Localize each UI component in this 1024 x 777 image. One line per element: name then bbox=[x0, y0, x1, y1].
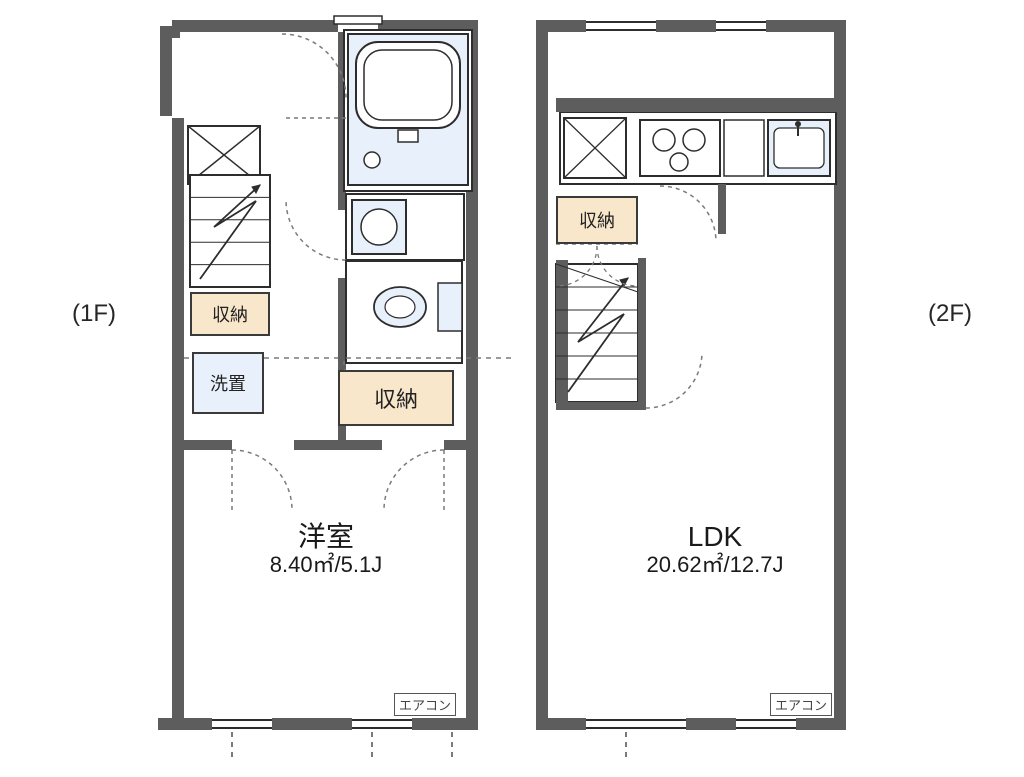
room-ldk: LDK 20.62㎡/12.7J bbox=[600, 522, 830, 577]
storage-2f: 収納 bbox=[556, 196, 638, 244]
room-western: 洋室 8.40㎡/5.1J bbox=[226, 522, 426, 577]
storage-1f-b: 収納 bbox=[338, 370, 454, 426]
aircon-1f: エアコン bbox=[394, 693, 456, 716]
storage-1f-a: 収納 bbox=[190, 292, 270, 336]
room-ldk-name: LDK bbox=[600, 522, 830, 553]
washer-space: 洗置 bbox=[192, 352, 264, 414]
aircon-2f: エアコン bbox=[770, 693, 832, 716]
room-western-size: 8.40㎡/5.1J bbox=[226, 553, 426, 577]
room-western-name: 洋室 bbox=[226, 522, 426, 553]
room-ldk-size: 20.62㎡/12.7J bbox=[600, 553, 830, 577]
floorplan-svg bbox=[0, 0, 1024, 777]
